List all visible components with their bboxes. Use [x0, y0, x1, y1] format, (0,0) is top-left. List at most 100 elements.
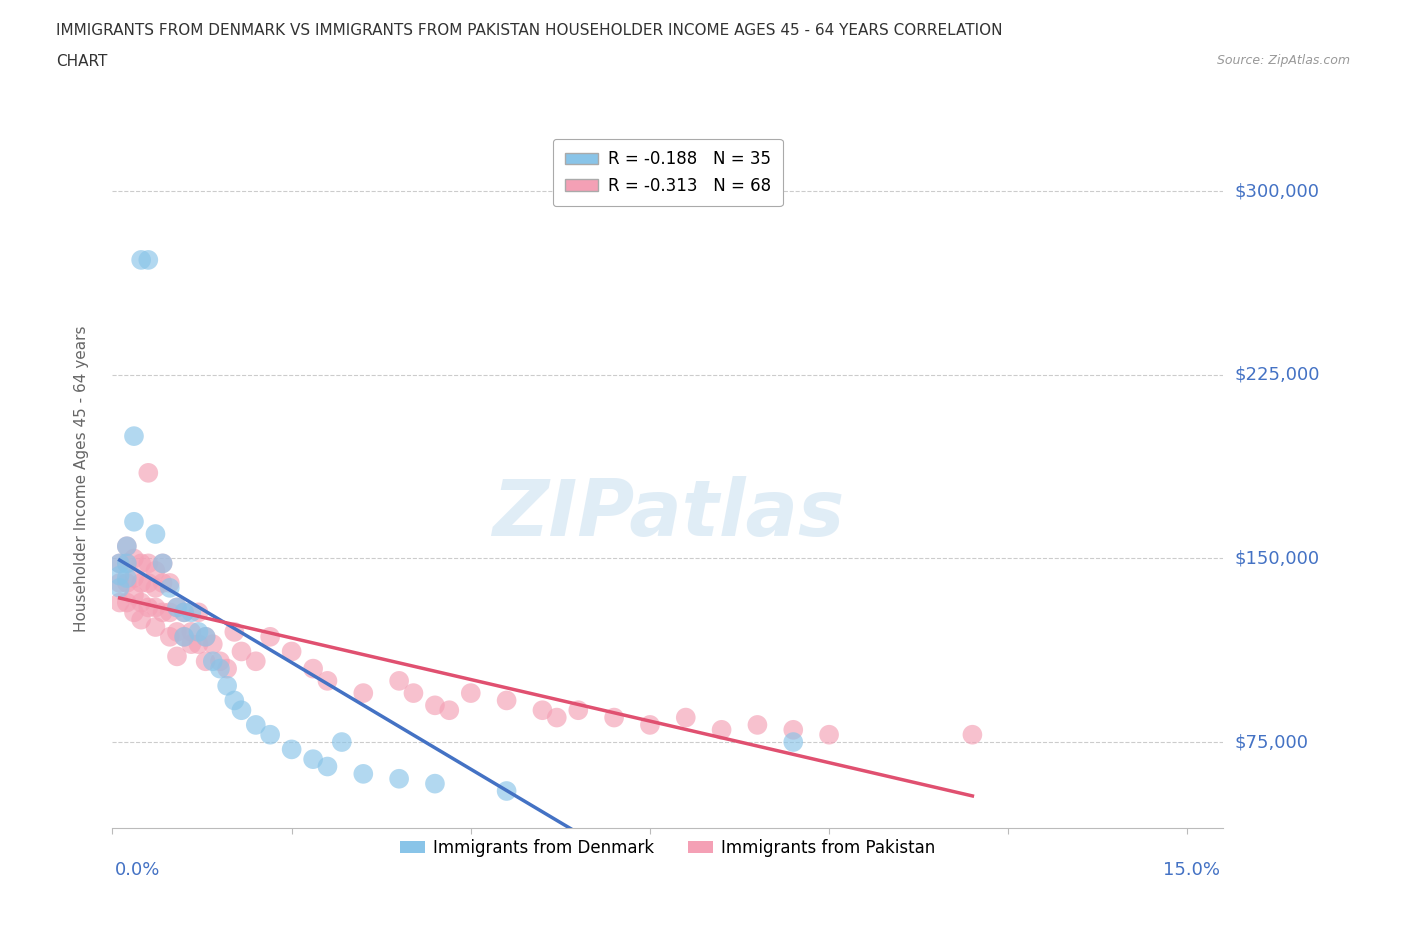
- Point: [352, 685, 374, 700]
- Point: [166, 624, 188, 639]
- Point: [495, 784, 517, 799]
- Text: $300,000: $300,000: [1234, 182, 1319, 200]
- Point: [388, 771, 411, 786]
- Point: [402, 685, 425, 700]
- Point: [180, 604, 202, 619]
- Point: [122, 514, 145, 529]
- Point: [145, 526, 167, 541]
- Point: [108, 576, 131, 591]
- Point: [330, 735, 353, 750]
- Point: [122, 588, 145, 603]
- Point: [352, 766, 374, 781]
- Point: [108, 595, 131, 610]
- Point: [194, 630, 217, 644]
- Point: [115, 556, 138, 571]
- Point: [115, 595, 138, 610]
- Point: [122, 551, 145, 566]
- Point: [187, 604, 209, 619]
- Point: [159, 580, 181, 595]
- Point: [208, 654, 231, 669]
- Point: [675, 711, 697, 725]
- Point: [302, 751, 325, 766]
- Text: IMMIGRANTS FROM DENMARK VS IMMIGRANTS FROM PAKISTAN HOUSEHOLDER INCOME AGES 45 -: IMMIGRANTS FROM DENMARK VS IMMIGRANTS FR…: [56, 23, 1002, 38]
- Point: [460, 685, 482, 700]
- Point: [173, 604, 195, 619]
- Point: [201, 637, 224, 652]
- Point: [231, 703, 253, 718]
- Point: [180, 624, 202, 639]
- Point: [129, 556, 152, 571]
- Point: [603, 711, 626, 725]
- Point: [115, 576, 138, 591]
- Point: [201, 654, 224, 669]
- Point: [495, 693, 517, 708]
- Point: [546, 711, 568, 725]
- Y-axis label: Householder Income Ages 45 - 64 years: Householder Income Ages 45 - 64 years: [75, 326, 89, 632]
- Point: [782, 735, 804, 750]
- Point: [259, 630, 281, 644]
- Point: [173, 630, 195, 644]
- Point: [531, 703, 554, 718]
- Point: [108, 556, 131, 571]
- Point: [173, 630, 195, 644]
- Point: [122, 604, 145, 619]
- Point: [208, 661, 231, 676]
- Point: [316, 673, 339, 688]
- Point: [152, 604, 174, 619]
- Point: [567, 703, 589, 718]
- Point: [316, 759, 339, 774]
- Point: [136, 252, 159, 267]
- Point: [818, 727, 841, 742]
- Point: [129, 252, 152, 267]
- Point: [145, 564, 167, 578]
- Point: [173, 604, 195, 619]
- Point: [159, 604, 181, 619]
- Point: [108, 568, 131, 583]
- Text: CHART: CHART: [56, 54, 108, 69]
- Point: [136, 600, 159, 615]
- Point: [962, 727, 984, 742]
- Point: [217, 661, 239, 676]
- Point: [280, 644, 302, 659]
- Point: [159, 630, 181, 644]
- Point: [187, 624, 209, 639]
- Text: 15.0%: 15.0%: [1163, 860, 1220, 879]
- Text: $75,000: $75,000: [1234, 733, 1309, 751]
- Point: [194, 630, 217, 644]
- Point: [423, 698, 446, 712]
- Point: [638, 717, 661, 732]
- Point: [388, 673, 411, 688]
- Point: [259, 727, 281, 742]
- Point: [224, 693, 246, 708]
- Point: [180, 637, 202, 652]
- Point: [245, 717, 267, 732]
- Point: [423, 777, 446, 791]
- Text: Source: ZipAtlas.com: Source: ZipAtlas.com: [1216, 54, 1350, 67]
- Text: $225,000: $225,000: [1234, 365, 1320, 384]
- Point: [129, 576, 152, 591]
- Point: [782, 723, 804, 737]
- Point: [439, 703, 461, 718]
- Text: 0.0%: 0.0%: [115, 860, 160, 879]
- Point: [217, 678, 239, 693]
- Point: [224, 624, 246, 639]
- Point: [115, 571, 138, 586]
- Text: $150,000: $150,000: [1234, 550, 1319, 567]
- Point: [245, 654, 267, 669]
- Point: [231, 644, 253, 659]
- Point: [108, 556, 131, 571]
- Point: [747, 717, 769, 732]
- Point: [115, 538, 138, 553]
- Point: [152, 576, 174, 591]
- Point: [710, 723, 733, 737]
- Point: [166, 600, 188, 615]
- Point: [115, 556, 138, 571]
- Legend: Immigrants from Denmark, Immigrants from Pakistan: Immigrants from Denmark, Immigrants from…: [388, 827, 948, 869]
- Point: [129, 612, 152, 627]
- Point: [129, 595, 152, 610]
- Point: [145, 580, 167, 595]
- Point: [187, 637, 209, 652]
- Point: [136, 556, 159, 571]
- Point: [166, 600, 188, 615]
- Point: [152, 556, 174, 571]
